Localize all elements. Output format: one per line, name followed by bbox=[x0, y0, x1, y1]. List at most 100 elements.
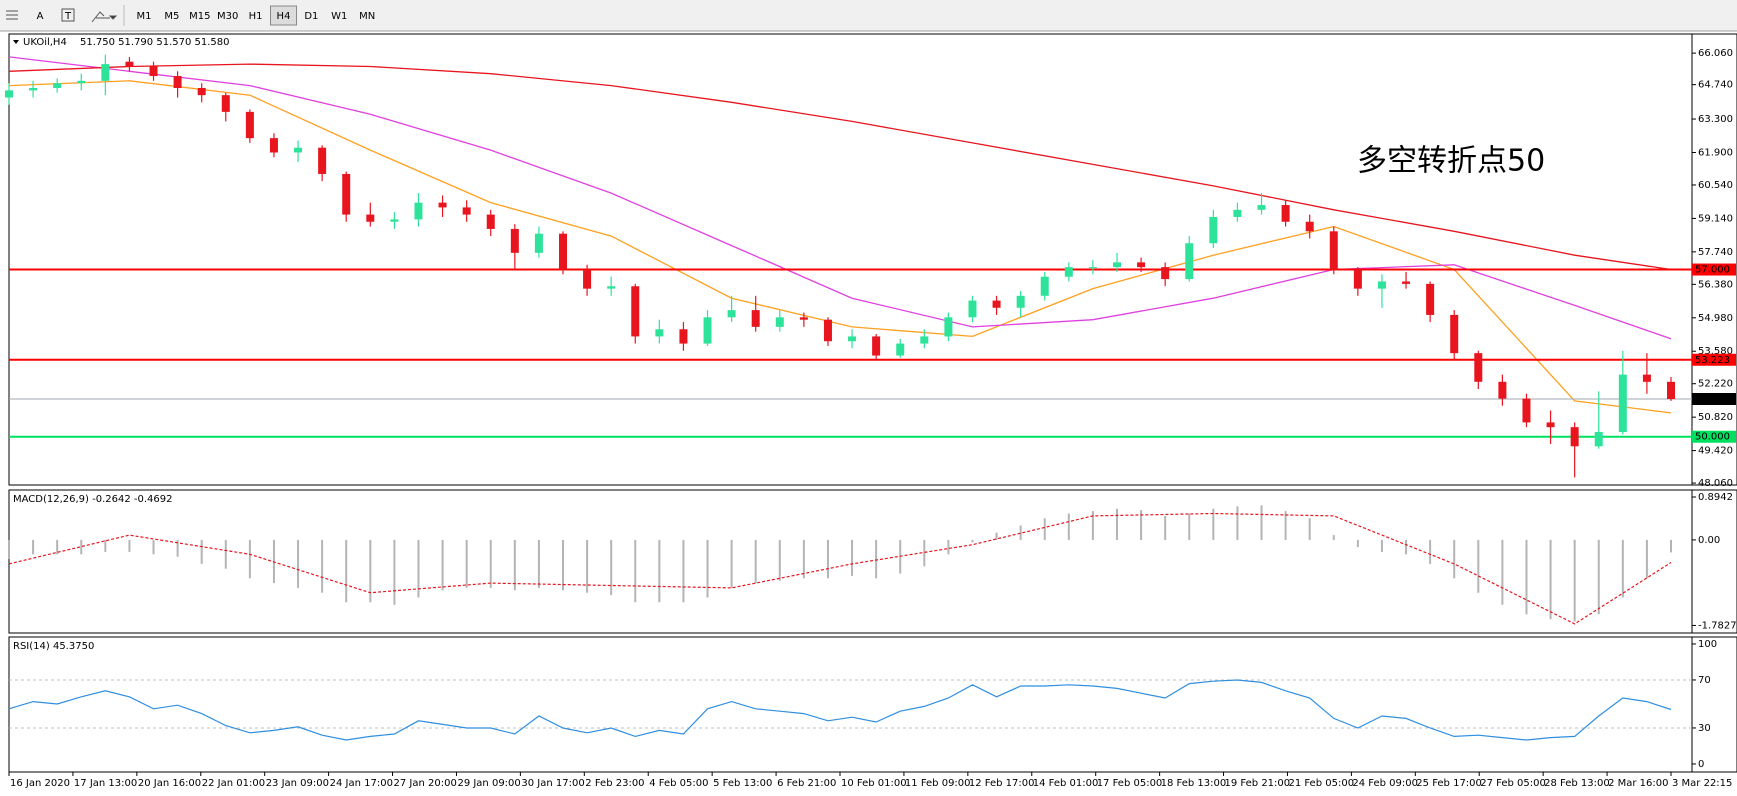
y-tick-label: 49.420 bbox=[1698, 446, 1733, 457]
price-label-box bbox=[1692, 353, 1736, 366]
x-tick-label: 2 Mar 16:00 bbox=[1608, 778, 1668, 789]
y-tick-label: 53.580 bbox=[1698, 346, 1733, 357]
draw-icon bbox=[91, 11, 110, 23]
timeframe-button[interactable]: M5 bbox=[164, 11, 179, 22]
y-tick-label: 100 bbox=[1698, 639, 1717, 650]
candle-body bbox=[1329, 231, 1338, 270]
x-tick-label: 30 Jan 17:00 bbox=[521, 778, 584, 789]
candle-body bbox=[125, 61, 134, 67]
timeframe-bar: M1 M5 M15 M30 H1 H4 D1 W1 MN bbox=[137, 5, 375, 26]
timeframe-button[interactable]: H1 bbox=[249, 11, 263, 22]
x-tick-label: 14 Feb 01:00 bbox=[1033, 778, 1099, 789]
y-tick-label: 50.820 bbox=[1698, 412, 1733, 423]
indicator-title: RSI(14) 45.3750 bbox=[13, 641, 94, 652]
candle-body bbox=[559, 233, 567, 270]
toolbar-icons bbox=[6, 8, 118, 23]
title-arrow bbox=[13, 40, 19, 44]
timeframe-button[interactable]: D1 bbox=[304, 11, 318, 22]
candle-body bbox=[1305, 221, 1314, 232]
candle-body bbox=[5, 90, 13, 98]
y-tick-label: 60.540 bbox=[1698, 180, 1733, 191]
y-tick-label: 54.980 bbox=[1698, 313, 1733, 324]
price-label: 57.000 bbox=[1695, 265, 1730, 276]
y-tick-label: 52.220 bbox=[1698, 379, 1733, 390]
x-tick-label: 17 Feb 05:00 bbox=[1097, 778, 1163, 789]
candle-body bbox=[414, 202, 423, 220]
x-tick-label: 24 Feb 09:00 bbox=[1352, 778, 1418, 789]
candle-body bbox=[1667, 381, 1675, 400]
candle-body bbox=[1257, 205, 1266, 210]
y-tick-label: 48.060 bbox=[1698, 478, 1733, 489]
candle-body bbox=[269, 138, 278, 153]
candle-body bbox=[462, 207, 471, 215]
candle-body bbox=[1088, 267, 1097, 269]
candle-body bbox=[992, 300, 1001, 308]
candle-body bbox=[799, 317, 808, 320]
candle-body bbox=[703, 317, 712, 344]
y-tick-label: 66.060 bbox=[1698, 48, 1733, 59]
panel-frame bbox=[8, 636, 1737, 773]
candle-body bbox=[1426, 283, 1435, 315]
x-tick-label: 24 Jan 17:00 bbox=[330, 778, 393, 789]
x-tick-label: 5 Feb 13:00 bbox=[713, 778, 772, 789]
x-tick-label: 29 Jan 09:00 bbox=[457, 778, 520, 789]
candle-body bbox=[872, 336, 881, 356]
y-tick-label: 0 bbox=[1698, 759, 1704, 770]
x-tick-label: 28 Feb 13:00 bbox=[1544, 778, 1610, 789]
tool-label[interactable]: T bbox=[64, 11, 72, 22]
candle-body bbox=[968, 300, 977, 318]
candle-body bbox=[294, 147, 303, 153]
timeframe-button[interactable]: M30 bbox=[217, 11, 238, 22]
candle-body bbox=[1498, 381, 1507, 399]
y-tick-label: 59.140 bbox=[1698, 213, 1733, 224]
timeframe-button[interactable]: M15 bbox=[189, 11, 210, 22]
candle-body bbox=[342, 173, 351, 215]
x-tick-label: 27 Jan 20:00 bbox=[394, 778, 457, 789]
timeframe-button[interactable]: W1 bbox=[331, 11, 347, 22]
candle-body bbox=[1281, 205, 1290, 222]
y-tick-label: 61.900 bbox=[1698, 147, 1733, 158]
candle-body bbox=[245, 111, 254, 139]
candle-body bbox=[1137, 262, 1146, 268]
dropdown-icon bbox=[108, 15, 118, 20]
candle-body bbox=[631, 286, 640, 337]
candle-body bbox=[366, 214, 375, 222]
price-label-box bbox=[1692, 430, 1736, 443]
x-tick-label: 3 Mar 22:15 bbox=[1672, 778, 1732, 789]
price-label: 50.000 bbox=[1695, 432, 1730, 443]
moving-average bbox=[8, 63, 1672, 271]
candle-body bbox=[173, 76, 182, 88]
x-tick-label: 22 Jan 01:00 bbox=[202, 778, 265, 789]
price-label: 53.223 bbox=[1695, 355, 1730, 366]
candle-body bbox=[1642, 374, 1651, 382]
tool-text[interactable]: A bbox=[37, 11, 44, 22]
timeframe-button[interactable]: H4 bbox=[277, 11, 291, 22]
candle-body bbox=[534, 233, 543, 253]
timeframe-button[interactable]: M1 bbox=[137, 11, 152, 22]
x-tick-label: 6 Feb 21:00 bbox=[777, 778, 836, 789]
indicator-title: MACD(12,26,9) -0.2642 -0.4692 bbox=[13, 494, 173, 505]
chart-area bbox=[9, 34, 1737, 772]
candle-body bbox=[149, 66, 158, 77]
candle-body bbox=[1161, 267, 1170, 280]
timeframe-button[interactable]: MN bbox=[359, 11, 375, 22]
candle-body bbox=[1377, 281, 1386, 289]
x-tick-label: 4 Feb 05:00 bbox=[649, 778, 708, 789]
candle-body bbox=[438, 202, 447, 208]
candle-body bbox=[53, 83, 62, 88]
candle-body bbox=[1185, 243, 1194, 280]
candle-body bbox=[751, 310, 760, 327]
y-tick-label: 64.740 bbox=[1698, 80, 1733, 91]
x-tick-label: 10 Feb 01:00 bbox=[841, 778, 907, 789]
candle-body bbox=[1594, 431, 1603, 447]
candle-body bbox=[583, 269, 592, 289]
candle-body bbox=[1618, 374, 1627, 432]
x-tick-label: 19 Feb 21:00 bbox=[1225, 778, 1291, 789]
chart-quote: 51.750 51.790 51.570 51.580 bbox=[80, 37, 230, 48]
x-tick-label: 18 Feb 13:00 bbox=[1161, 778, 1227, 789]
candle-body bbox=[848, 336, 857, 342]
candle-body bbox=[1064, 267, 1073, 277]
candle-body bbox=[1522, 398, 1531, 423]
